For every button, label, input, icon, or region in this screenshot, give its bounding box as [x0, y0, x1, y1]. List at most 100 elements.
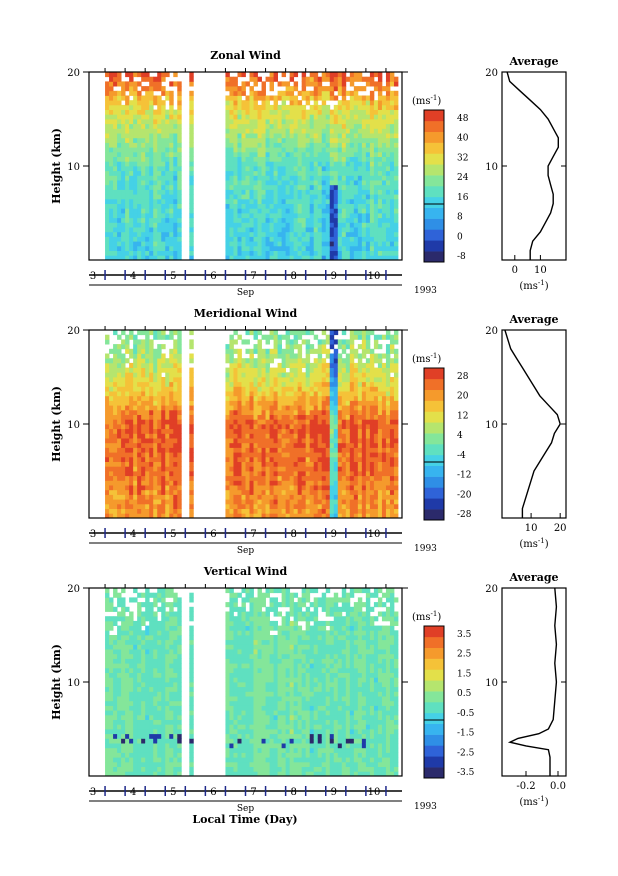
- heatmap-cell: [349, 180, 355, 186]
- heatmap-cell: [329, 123, 335, 129]
- heatmap-cell: [129, 353, 134, 359]
- heatmap-cell: [233, 386, 238, 392]
- heatmap-cell: [301, 245, 307, 251]
- heatmap-cell: [277, 241, 283, 247]
- heatmap-cell: [325, 424, 331, 430]
- average-y-tick-label: 20: [485, 326, 498, 337]
- heatmap-cell: [157, 72, 162, 78]
- heatmap-cell: [169, 391, 174, 397]
- heatmap-cell: [177, 381, 182, 387]
- heatmap-cell: [337, 104, 343, 110]
- heatmap-cell: [361, 100, 367, 106]
- heatmap-cell: [265, 109, 270, 115]
- heatmap-cell: [265, 245, 270, 251]
- heatmap-cell: [301, 405, 307, 411]
- heatmap-cell: [385, 208, 391, 214]
- heatmap-cell: [177, 109, 182, 115]
- heatmap-cell: [137, 137, 142, 143]
- heatmap-cell: [153, 480, 158, 486]
- heatmap-cell: [357, 405, 363, 411]
- heatmap-cell: [381, 424, 387, 430]
- heatmap-cell: [117, 250, 122, 256]
- heatmap-cell: [129, 133, 134, 139]
- heatmap-cell: [273, 72, 278, 78]
- heatmap-cell: [265, 227, 270, 233]
- heatmap-cell: [129, 194, 134, 200]
- heatmap-cell: [133, 189, 138, 195]
- heatmap-cell: [269, 334, 274, 340]
- heatmap-cell: [249, 358, 254, 364]
- heatmap-cell: [305, 81, 311, 87]
- heatmap-cell: [289, 456, 295, 462]
- heatmap-cell: [381, 189, 387, 195]
- heatmap-cell: [173, 353, 178, 359]
- heatmap-cell: [129, 184, 134, 190]
- heatmap-cell: [261, 81, 266, 87]
- heatmap-cell: [265, 508, 270, 514]
- heatmap-cell: [281, 175, 287, 181]
- heatmap-cell: [233, 400, 238, 406]
- heatmap-cell: [277, 409, 283, 415]
- heatmap-cell: [165, 166, 170, 172]
- heatmap-cell: [125, 419, 130, 425]
- heatmap-cell: [133, 231, 138, 237]
- heatmap-cell: [301, 358, 307, 364]
- heatmap-cell: [249, 227, 254, 233]
- heatmap-cell: [313, 391, 319, 397]
- heatmap-cell: [161, 222, 166, 228]
- heatmap-cell: [393, 180, 399, 186]
- heatmap-cell: [157, 452, 162, 458]
- heatmap-cell: [317, 189, 323, 195]
- heatmap-cell: [301, 255, 307, 261]
- heatmap-cell: [289, 175, 295, 181]
- heatmap-cell: [265, 348, 270, 354]
- heatmap-cell: [173, 81, 178, 87]
- heatmap-cell: [277, 386, 283, 392]
- heatmap-cell: [121, 503, 126, 509]
- heatmap-cell: [245, 348, 250, 354]
- heatmap-cell: [369, 513, 375, 519]
- heatmap-cell: [265, 499, 270, 505]
- heatmap-cell: [269, 442, 274, 448]
- heatmap-cell: [177, 217, 182, 223]
- heatmap-cell: [305, 456, 311, 462]
- heatmap-cell: [349, 419, 355, 425]
- heatmap-cell: [305, 489, 311, 495]
- heatmap-cell: [249, 95, 254, 101]
- heatmap-cell: [273, 231, 278, 237]
- heatmap-cell: [153, 184, 158, 190]
- heatmap-cell: [157, 180, 162, 186]
- heatmap-cell: [301, 72, 307, 78]
- heatmap-cell: [373, 81, 379, 87]
- heatmap-cell: [293, 81, 299, 87]
- heatmap-cell: [277, 503, 283, 509]
- heatmap-cell: [297, 123, 303, 129]
- heatmap-cell: [117, 104, 122, 110]
- heatmap-cell: [133, 250, 138, 256]
- heatmap-cell: [353, 400, 359, 406]
- heatmap-cell: [361, 119, 367, 125]
- heatmap-cell: [189, 480, 194, 486]
- colorbar-swatch: [424, 218, 444, 230]
- heatmap-cell: [133, 104, 138, 110]
- heatmap-cell: [393, 236, 399, 242]
- heatmap-cell: [113, 231, 118, 237]
- heatmap-cell: [125, 147, 130, 153]
- heatmap-cell: [105, 724, 110, 730]
- heatmap-cell: [265, 428, 270, 434]
- heatmap-cell: [109, 217, 114, 223]
- heatmap-cell: [389, 334, 395, 340]
- heatmap-cell: [229, 128, 234, 134]
- heatmap-cell: [325, 142, 331, 148]
- heatmap-cell: [241, 485, 246, 491]
- heatmap-cell: [261, 391, 266, 397]
- heatmap-cell: [225, 424, 230, 430]
- colorbar-swatch: [424, 433, 444, 445]
- heatmap-cell: [297, 489, 303, 495]
- heatmap-cell: [361, 339, 367, 345]
- heatmap-cell: [169, 334, 174, 340]
- colorbar-label: 8: [457, 213, 463, 223]
- heatmap-cell: [305, 241, 311, 247]
- heatmap-cell: [377, 447, 383, 453]
- heatmap-cell: [393, 166, 399, 172]
